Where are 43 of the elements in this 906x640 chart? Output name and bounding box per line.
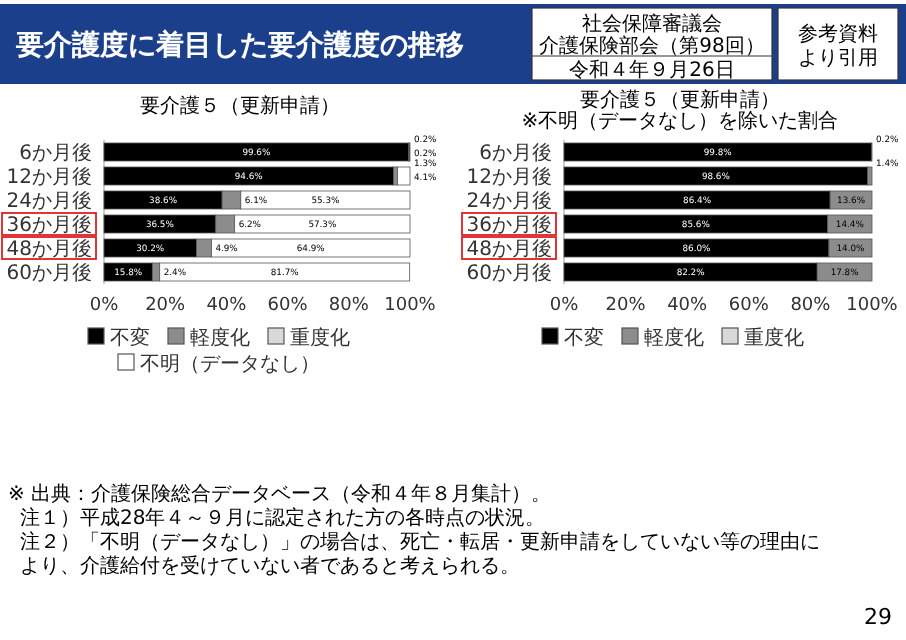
chart-title: 要介護５（更新申請） ※不明（データなし）を除いた割合 (521, 88, 839, 133)
text: 注２）「不明（データなし）」の場合は、死亡・転居・更新申請をしていない等の理由により、介護給付を受けていない者であると考えられる。 (20, 530, 820, 578)
y-tick-label: 12か月後 (466, 165, 552, 189)
x-tick-label: 100% (846, 296, 899, 316)
legend-label: 不変 (564, 326, 604, 350)
x-tick-label: 20% (145, 296, 187, 316)
x-tick-label: 60% (267, 296, 309, 316)
y-tick-label: 24か月後 (6, 189, 92, 213)
legend-label: 軽度化 (190, 326, 250, 350)
y-tick-label: 36か月後 (466, 213, 552, 237)
text: より引用 (798, 48, 878, 70)
text: 社会保障審議会 (582, 12, 722, 36)
legend-label: 重度化 (290, 326, 350, 350)
x-tick-label: 0% (89, 296, 120, 316)
y-tick-label: 12か月後 (6, 165, 92, 189)
text: 要介護度に着目した要介護度の推移 (14, 28, 464, 62)
text: 29 (864, 604, 892, 630)
y-tick-label: 48か月後 (6, 237, 92, 261)
y-tick-label: 60か月後 (466, 261, 552, 285)
legend-label: 不明（データなし） (140, 354, 320, 376)
x-tick-label: 80% (328, 296, 370, 316)
chart-title: 要介護５（更新申請） (140, 94, 340, 118)
y-tick-label: 24か月後 (466, 189, 552, 213)
legend-label: 重度化 (744, 326, 804, 350)
y-tick-label: 48か月後 (466, 237, 552, 261)
x-tick-label: 40% (667, 296, 709, 316)
x-tick-label: 40% (206, 296, 248, 316)
y-tick-label: 6か月後 (479, 141, 552, 165)
y-tick-label: 36か月後 (6, 213, 92, 237)
legend-label: 不変 (110, 326, 150, 350)
x-tick-label: 80% (790, 296, 832, 316)
text: 介護保険部会（第98回） (539, 34, 765, 58)
text: ※ 出典：介護保険総合データベース（令和４年８月集計）。 (8, 482, 552, 506)
x-tick-label: 100% (384, 296, 437, 316)
y-tick-label: 60か月後 (6, 261, 92, 285)
x-tick-label: 0% (549, 296, 580, 316)
x-tick-label: 20% (605, 296, 647, 316)
legend-label: 軽度化 (644, 326, 704, 350)
text: 参考資料 (798, 22, 878, 46)
text: 注１）平成28年４～９月に認定された方の各時点の状況。 (20, 506, 546, 530)
text: 令和４年９月26日 (569, 58, 735, 82)
y-tick-label: 6か月後 (19, 141, 92, 165)
x-tick-label: 60% (728, 296, 770, 316)
